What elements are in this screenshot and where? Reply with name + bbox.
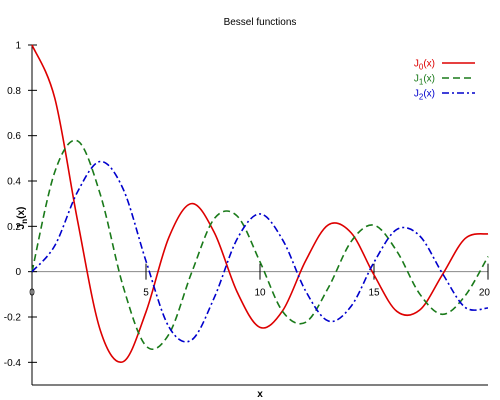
y-tick-label: -0.4 <box>4 358 22 369</box>
y-tick-label: 0.8 <box>7 86 21 97</box>
series-group <box>31 44 489 363</box>
x-tick-label: 15 <box>368 288 380 299</box>
legend-label-base: J <box>414 89 419 100</box>
x-ticks-group: 0 5 10 15 20 <box>29 263 491 299</box>
chart-title: Bessel functions <box>224 17 297 28</box>
series-line-j1 <box>31 139 489 350</box>
series-line-j2 <box>31 160 489 343</box>
x-axis-title: x <box>257 389 263 400</box>
legend-label-j0: J0(x) <box>414 59 435 72</box>
x-tick-label: 10 <box>254 288 266 299</box>
y-axis-title-base: J <box>16 224 27 230</box>
y-axis-title-sub: n <box>20 219 29 224</box>
legend-label-sub: 1 <box>419 78 424 87</box>
y-ticks-group: -0.4 -0.2 0 0.2 0.4 0.6 0.8 1 <box>4 41 37 369</box>
y-tick-label: -0.2 <box>4 313 22 324</box>
legend-label-suffix: (x) <box>423 59 435 70</box>
legend-label-j2: J2(x) <box>414 89 435 102</box>
legend-label-base: J <box>414 59 419 70</box>
legend-label-sub: 2 <box>419 93 424 102</box>
legend-label-j1: J1(x) <box>414 74 435 87</box>
x-tick-label: 20 <box>479 288 491 299</box>
legend-label-sub: 0 <box>419 63 424 72</box>
y-tick-label: 0 <box>15 267 21 278</box>
x-tick-label: 0 <box>29 288 35 299</box>
y-tick-label: 0.6 <box>7 131 21 142</box>
legend: J0(x)J1(x)J2(x) <box>414 59 475 102</box>
y-axis-title-suffix: (x) <box>16 207 27 219</box>
legend-label-suffix: (x) <box>423 74 435 85</box>
series-line-j0 <box>31 44 489 363</box>
y-axis-title: Jn(x) <box>16 207 29 230</box>
y-tick-label: 0.2 <box>7 222 21 233</box>
y-tick-label: 0.4 <box>7 177 21 188</box>
x-tick-label: 5 <box>143 288 149 299</box>
legend-label-base: J <box>414 74 419 85</box>
y-tick-label: 1 <box>15 41 21 52</box>
legend-label-suffix: (x) <box>423 89 435 100</box>
